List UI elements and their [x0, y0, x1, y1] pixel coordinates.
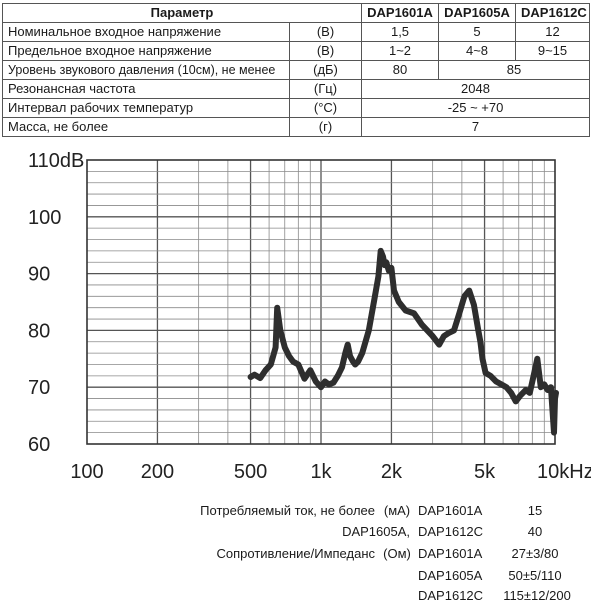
chart-frame — [86, 159, 556, 445]
current-model: DAP1601A — [418, 503, 483, 518]
row-value: 1,5 — [361, 22, 440, 42]
row-value: -25 ~ +70 — [361, 98, 591, 118]
row-value: 12 — [515, 22, 591, 42]
row-value: 1~2 — [361, 41, 440, 61]
row-value: 2048 — [361, 79, 591, 99]
header-model: DAP1601A — [361, 3, 440, 23]
row-value: 7 — [361, 117, 591, 137]
table-row: Предельное входное напряжение (В) 1~2 4~… — [2, 41, 591, 61]
y-tick-label: 110dB — [28, 150, 84, 172]
y-tick-label: 60 — [28, 434, 50, 456]
impedance-value: 27±3/80 — [511, 546, 559, 561]
x-tick-labels: 100 200 500 1k 2k 5k 10kHz — [70, 461, 591, 483]
header-model: DAP1612C — [515, 3, 591, 23]
row-value: 4~8 — [438, 41, 517, 61]
row-param: Резонансная частота — [2, 79, 290, 99]
row-unit: (г) — [288, 117, 363, 137]
chart-grid — [87, 160, 555, 444]
row-value: 85 — [438, 60, 591, 80]
row-param: Уровень звукового давления (10см), не ме… — [2, 60, 290, 80]
table-row: Интервал рабочих температур (°С) -25 ~ +… — [2, 98, 591, 118]
row-unit: (В) — [288, 41, 363, 61]
impedance-value: 115±12/200 — [503, 588, 571, 603]
table-row: Номинальное входное напряжение (В) 1,5 5… — [2, 22, 591, 42]
table-header-row: Параметр DAP1601A DAP1605A DAP1612C — [1, 3, 591, 23]
chart-series — [247, 247, 559, 436]
current-value: 40 — [527, 524, 543, 539]
y-tick-label: 70 — [28, 377, 50, 399]
plot-border — [86, 159, 556, 445]
row-unit: (°С) — [288, 98, 363, 118]
impedance-unit: (Ом) — [383, 546, 411, 561]
impedance-model: DAP1612C — [418, 588, 484, 603]
x-tick-label: 200 — [141, 461, 174, 483]
current-label: Потребляемый ток, не более — [200, 503, 375, 518]
frequency-response-chart: 100 200 500 1k 2k 5k 10kHz 110dB 100 90 80 70 60 — [28, 150, 591, 483]
header-model: DAP1605A — [438, 3, 517, 23]
row-unit: (В) — [288, 22, 363, 42]
x-tick-label: 100 — [70, 461, 103, 483]
row-param: Номинальное входное напряжение — [2, 22, 290, 42]
y-tick-label: 100 — [28, 207, 61, 229]
row-param: Предельное входное напряжение — [2, 41, 290, 61]
impedance-label: Сопротивление/Импеданс — [216, 546, 375, 561]
row-value: 9~15 — [515, 41, 591, 61]
impedance-model: DAP1605A — [418, 568, 483, 583]
y-tick-labels: 110dB 100 90 80 70 60 — [28, 150, 84, 456]
row-value: 80 — [361, 60, 440, 80]
x-tick-label: 10kHz — [537, 461, 591, 483]
impedance-value: 50±5/110 — [508, 568, 562, 583]
row-unit: (дБ) — [288, 60, 363, 80]
x-tick-label: 5k — [474, 461, 496, 483]
x-tick-label: 500 — [234, 461, 267, 483]
current-prefix: DAP1605A, — [342, 524, 410, 539]
table-row: Резонансная частота (Гц) 2048 — [2, 79, 591, 99]
impedance-model: DAP1601A — [418, 546, 483, 561]
x-tick-label: 1k — [310, 461, 332, 483]
row-unit: (Гц) — [288, 79, 363, 99]
row-param: Интервал рабочих температур — [2, 98, 290, 118]
row-param: Масса, не более — [2, 117, 290, 137]
current-model: DAP1612C — [418, 524, 484, 539]
response-curve — [247, 247, 559, 436]
x-tick-label: 2k — [381, 461, 403, 483]
current-value: 15 — [527, 503, 543, 518]
row-value: 5 — [438, 22, 517, 42]
spec-table: Параметр DAP1601A DAP1605A DAP1612C Номи… — [1, 3, 591, 137]
current-unit: (мА) — [383, 503, 411, 518]
table-row: Масса, не более (г) 7 — [2, 117, 591, 137]
header-param: Параметр — [1, 3, 363, 23]
table-row: Уровень звукового давления (10см), не ме… — [2, 60, 591, 80]
y-tick-label: 90 — [28, 264, 50, 286]
y-tick-label: 80 — [28, 320, 50, 342]
